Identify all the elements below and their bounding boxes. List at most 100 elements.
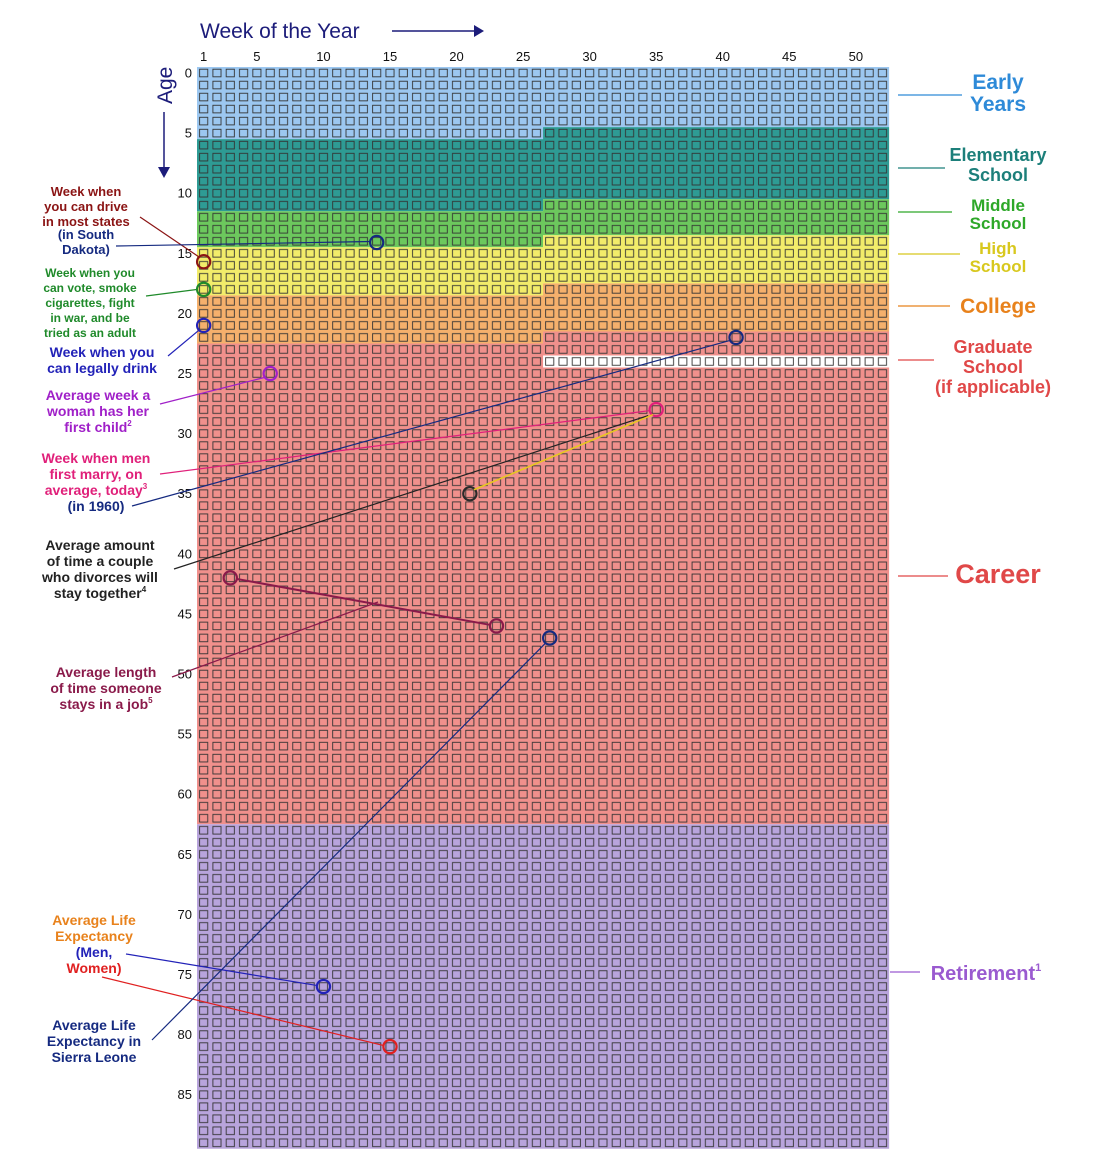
event-marker-job-start <box>222 570 238 586</box>
event-leader-driving-south-dakota <box>115 240 371 247</box>
phase-label-graduate-school: (if applicable) <box>935 377 1051 397</box>
phase-label-text: Retirement <box>931 963 1036 985</box>
event-marker-life-expectancy-men <box>315 978 332 995</box>
event-leader-legal-drinking <box>167 329 200 357</box>
event-label-driving-south-dakota: (in South <box>58 227 114 242</box>
event-label-men-first-marry-text: average, today <box>45 482 143 498</box>
event-label-men-first-marry: average, today3 <box>45 482 148 498</box>
event-label-driving: in most states <box>42 214 129 229</box>
event-leader-sierra-leone <box>151 642 547 1041</box>
x-tick-label: 30 <box>582 49 596 64</box>
event-marker-sierra-leone <box>542 630 558 646</box>
event-label-voting: can vote, smoke <box>43 281 137 295</box>
phase-label-graduate-school: School <box>963 357 1023 377</box>
event-label-divorce: of time a couple <box>47 553 154 569</box>
event-label-divorce-footnote: 4 <box>142 585 147 594</box>
phase-label-career: Career <box>955 559 1041 589</box>
y-tick-label: 85 <box>178 1087 192 1102</box>
event-leader-divorce <box>173 414 649 570</box>
event-label-legal-drinking: can legally drink <box>47 360 157 376</box>
event-label-driving-south-dakota: Dakota) <box>62 242 110 257</box>
x-ticks: 1 5 10 15 20 25 30 35 40 45 50 <box>200 49 863 64</box>
phase-label-early-years: Years <box>970 93 1026 116</box>
x-tick-label: 45 <box>782 49 796 64</box>
event-label-divorce-text: stay together <box>54 585 142 601</box>
event-label-divorce: who divorces will <box>41 569 158 585</box>
y-tick-label: 50 <box>178 667 192 682</box>
y-tick-label: 70 <box>178 907 192 922</box>
y-tick-label: 60 <box>178 787 192 802</box>
x-tick-label: 20 <box>449 49 463 64</box>
event-label-sierra-leone: Average Life <box>52 1017 136 1033</box>
event-leader-men-first-marry-1960 <box>131 339 731 507</box>
event-link-divorce-marriage <box>473 413 654 491</box>
event-marker-life-expectancy-women <box>382 1038 398 1055</box>
event-label-divorce: Average amount <box>45 537 155 553</box>
event-marker-legal-drinking <box>195 317 212 334</box>
event-marker-job-end <box>488 618 505 634</box>
x-tick-label: 25 <box>516 49 530 64</box>
phase-label-retirement: Retirement1 <box>931 962 1042 985</box>
event-label-first-child-footnote: 2 <box>127 419 132 428</box>
event-label-job-length-footnote: 5 <box>148 696 153 705</box>
event-label-voting: Week when you <box>45 266 135 280</box>
axes: Week of the Year Age <box>154 20 484 178</box>
x-axis-title: Week of the Year <box>200 20 360 43</box>
event-marker-divorce <box>462 486 478 502</box>
event-marker-driving-south-dakota <box>368 234 385 251</box>
event-marker-men-first-marry <box>648 401 664 418</box>
y-tick-label: 25 <box>178 366 192 381</box>
event-label-men-first-marry: first marry, on <box>49 466 142 482</box>
event-label-first-child: first child2 <box>64 419 132 435</box>
event-leader-men-first-marry <box>159 409 651 475</box>
event-leader-job <box>171 601 379 678</box>
event-marker-driving <box>195 254 212 270</box>
event-leader-life-expectancy-women <box>101 976 385 1047</box>
event-label-sierra-leone: Expectancy in <box>47 1033 141 1049</box>
phase-label-early-years: Early <box>972 71 1024 94</box>
y-tick-label: 75 <box>178 967 192 982</box>
event-leader-first-child <box>159 376 265 405</box>
event-label-life-expectancy-women: Women) <box>67 960 122 976</box>
y-tick-label: 55 <box>178 727 192 742</box>
event-label-first-child: Average week a <box>46 387 151 403</box>
x-tick-label: 5 <box>253 49 260 64</box>
phase-label-high-school: High <box>979 239 1017 258</box>
event-label-job-length: stays in a job5 <box>59 696 153 712</box>
phase-label-high-school: School <box>970 257 1027 276</box>
event-label-men-first-marry: Week when men <box>42 450 151 466</box>
event-lines <box>101 216 744 1055</box>
event-leader-voting <box>145 288 198 297</box>
event-label-voting: tried as an adult <box>44 326 136 340</box>
y-tick-label: 65 <box>178 847 192 862</box>
event-label-first-child-text: first child <box>64 419 127 435</box>
y-ticks: 0 5 10 15 20 25 30 35 40 45 50 55 60 65 70 75 80 85 <box>178 66 192 1103</box>
x-tick-label: 35 <box>649 49 663 64</box>
y-axis-arrow-head <box>158 167 170 178</box>
y-tick-label: 80 <box>178 1027 192 1042</box>
phase-label-elementary-school: Elementary <box>949 145 1046 165</box>
event-label-life-expectancy: Expectancy <box>55 928 133 944</box>
y-tick-label: 40 <box>178 546 192 561</box>
event-label-life-expectancy-men: (Men, <box>76 944 113 960</box>
y-tick-label: 20 <box>178 306 192 321</box>
phase-label-college: College <box>960 295 1036 318</box>
event-label-divorce: stay together4 <box>54 585 147 601</box>
x-tick-label: 40 <box>716 49 730 64</box>
event-label-legal-drinking: Week when you <box>50 344 155 360</box>
event-label-job-length-text: stays in a job <box>59 696 148 712</box>
event-marker-men-first-marry-1960 <box>728 329 744 346</box>
event-label-voting: cigarettes, fight <box>45 296 134 310</box>
event-label-first-child: woman has her <box>46 403 149 419</box>
x-tick-label: 15 <box>383 49 397 64</box>
week-cells <box>197 67 890 1149</box>
y-tick-label: 0 <box>185 66 192 81</box>
x-tick-label: 10 <box>316 49 330 64</box>
phase-footnote: 1 <box>1035 962 1041 974</box>
y-tick-label: 45 <box>178 606 192 621</box>
phase-label-graduate-school: Graduate <box>953 337 1032 357</box>
event-link-job <box>236 577 491 626</box>
event-label-driving: Week when <box>51 184 122 199</box>
event-label-job-length: Average length <box>56 664 157 680</box>
event-label-job-length: of time someone <box>50 680 161 696</box>
